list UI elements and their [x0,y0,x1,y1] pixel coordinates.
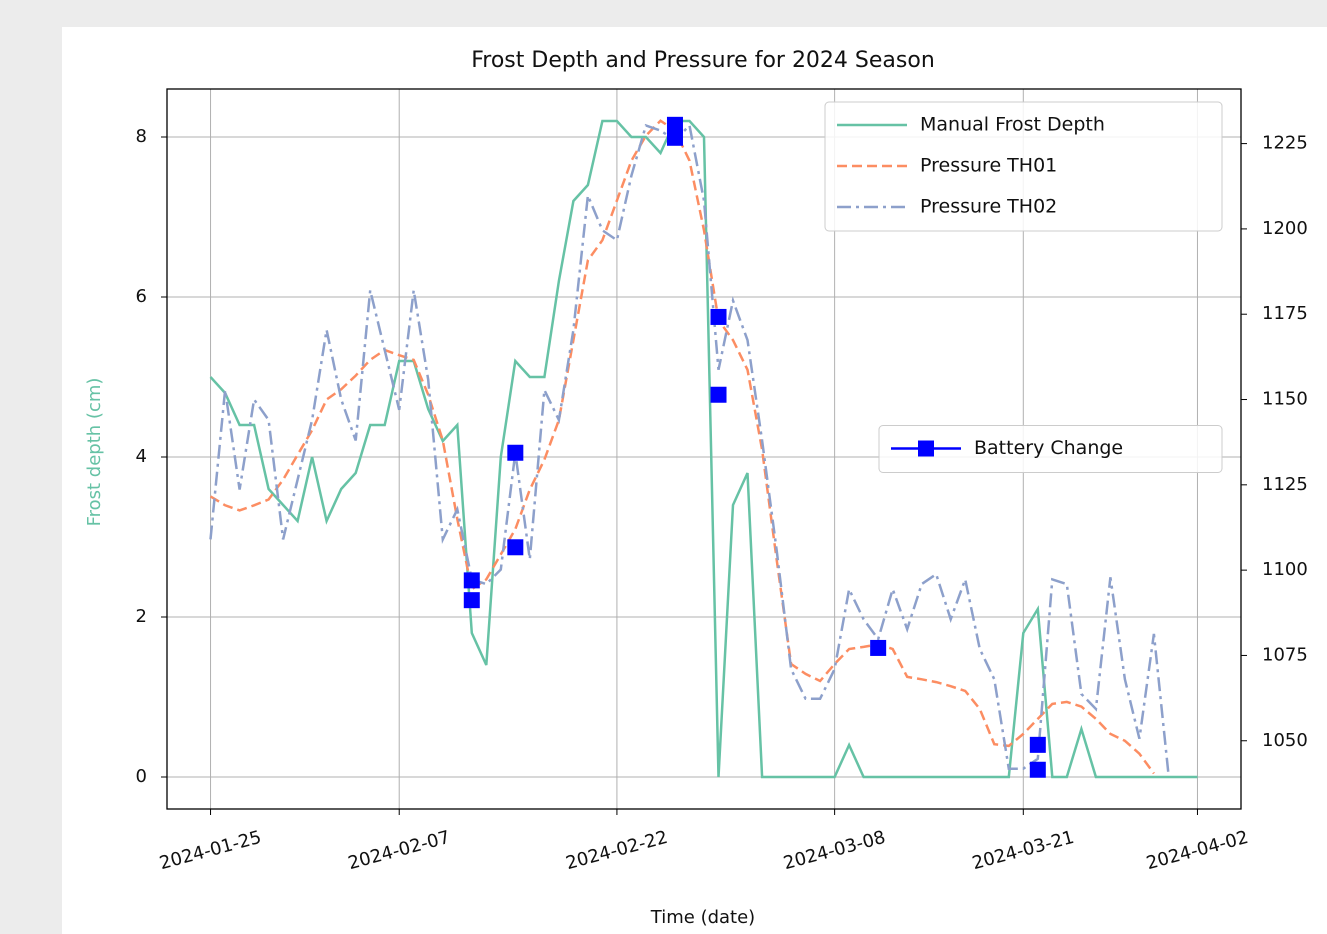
y2-tick-label: 1050 [1262,730,1308,751]
battery-marker [666,129,683,146]
y-tick-label: 8 [136,126,147,147]
battery-marker [870,639,887,656]
y2-tick-label: 1225 [1262,133,1308,154]
battery-marker [710,308,727,325]
battery-marker [463,572,480,589]
y-tick-label: 4 [136,446,147,467]
chart-title: Frost Depth and Pressure for 2024 Season [471,48,935,73]
series-line [209,122,1170,774]
battery-marker [1029,761,1046,778]
y2-tick-label: 1150 [1262,389,1308,410]
legend-label: Manual Frost Depth [920,114,1105,136]
battery-marker [710,386,727,403]
legend-marker [918,440,934,457]
legend-label: Pressure TH01 [920,155,1057,177]
battery-marker [666,116,683,133]
y2-tick-label: 1125 [1262,474,1308,495]
legend-box [878,425,1223,473]
y-tick-label: 2 [136,606,147,627]
legend: Battery Change [878,425,1223,473]
y-tick-label: 0 [136,766,147,787]
y2-tick-label: 1100 [1262,559,1308,580]
battery-marker [1029,736,1046,753]
battery-marker [507,444,524,461]
plot-frame [166,88,1242,810]
y-tick-label: 6 [136,286,147,307]
y2-tick-label: 1075 [1262,644,1308,665]
battery-marker [463,592,480,609]
legend-label: Battery Change [974,437,1123,459]
series-line [209,119,1198,779]
x-axis-label: Time (date) [650,907,755,928]
legend: Manual Frost Depth Pressure TH01 Pressure … [824,101,1223,232]
battery-marker [507,539,524,556]
legend-box [824,101,1223,232]
legend-label: Pressure TH02 [920,196,1057,218]
y-axis-label: Frost depth (cm) [84,378,105,527]
y2-tick-label: 1200 [1262,218,1308,239]
y2-tick-label: 1175 [1262,303,1308,324]
